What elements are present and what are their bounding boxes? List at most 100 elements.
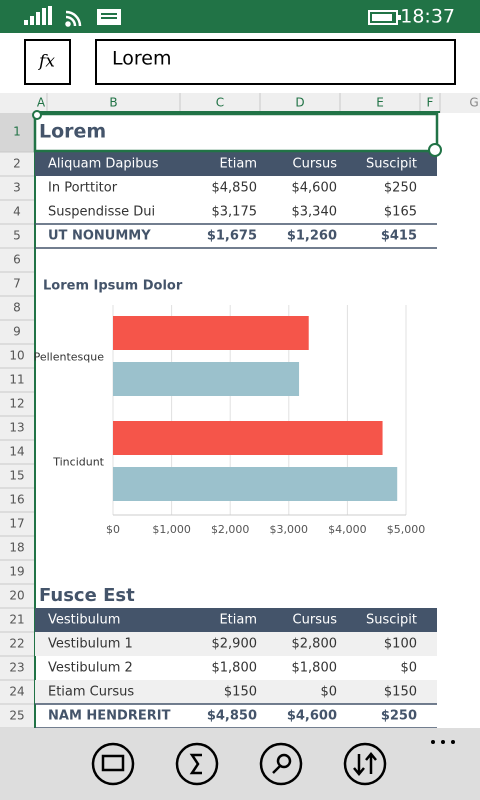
- cell: $4,850: [212, 181, 258, 196]
- cell: $250: [384, 181, 417, 196]
- bar: [113, 362, 300, 396]
- cell: $3,340: [292, 205, 338, 220]
- total-cell: NAM HENDRERIT: [48, 709, 171, 724]
- row-header: 8: [13, 301, 21, 315]
- function-button[interactable]: [24, 39, 71, 85]
- header-cell: Cursus: [293, 613, 338, 628]
- row-header: 13: [9, 421, 24, 435]
- row-header: 17: [9, 517, 24, 531]
- row-header: 4: [13, 205, 21, 219]
- cell: $1,800: [212, 661, 258, 676]
- total-cell: $1,675: [207, 229, 257, 244]
- sort-button[interactable]: [343, 742, 387, 786]
- row-header: 25: [9, 709, 24, 723]
- sheets-button[interactable]: [91, 742, 135, 786]
- selection-handle[interactable]: [428, 143, 442, 157]
- find-icon: [276, 753, 292, 769]
- column-header: G: [469, 96, 478, 110]
- bar: [113, 316, 309, 350]
- cell: $150: [384, 685, 417, 700]
- function-label: fx: [37, 52, 55, 72]
- sheets-icon: [101, 754, 125, 772]
- row-header: 1: [13, 125, 21, 139]
- autosum-button[interactable]: [175, 742, 219, 786]
- row-header: 18: [9, 541, 24, 555]
- header-cell: Suscipit: [366, 613, 417, 628]
- header-cell: Cursus: [293, 157, 338, 172]
- find-button[interactable]: [259, 742, 303, 786]
- total-cell: $4,850: [207, 709, 257, 724]
- selection-handle[interactable]: [32, 110, 42, 120]
- column-header: E: [376, 96, 384, 110]
- row-header: 14: [9, 445, 24, 459]
- row-header: 12: [9, 397, 24, 411]
- row-header: 7: [13, 277, 21, 291]
- cell: $2,900: [212, 637, 258, 652]
- column-header: C: [216, 96, 224, 110]
- row-header: 22: [9, 637, 24, 651]
- category-label: Tincidunt: [52, 456, 104, 469]
- row-band: [35, 680, 437, 704]
- x-tick-label: $3,000: [270, 523, 309, 536]
- row-header: 11: [9, 373, 24, 387]
- row-header: 2: [13, 157, 21, 171]
- cell: $2,800: [292, 637, 338, 652]
- more-button[interactable]: [431, 740, 455, 744]
- clock: 18:37: [400, 6, 455, 28]
- column-header: F: [427, 96, 434, 110]
- column-header: B: [109, 96, 117, 110]
- x-tick-label: $0: [106, 523, 120, 536]
- row-header: 24: [9, 685, 24, 699]
- category-label: Pellentesque: [34, 351, 105, 364]
- cell: $1,800: [292, 661, 338, 676]
- cell: Suspendisse Dui: [48, 205, 155, 220]
- x-tick-label: $5,000: [387, 523, 426, 536]
- row-header: 5: [13, 229, 21, 243]
- cell: $3,175: [212, 205, 258, 220]
- row-header: 16: [9, 493, 24, 507]
- row-header: 3: [13, 181, 21, 195]
- formula-value: Lorem: [112, 48, 171, 70]
- row-header: 21: [9, 613, 24, 627]
- total-cell: UT NONUMMY: [48, 229, 151, 244]
- selected-row-header: [0, 113, 35, 152]
- header-cell: Vestibulum: [48, 613, 120, 628]
- cell: Vestibulum 2: [48, 661, 133, 676]
- signal-icon: [24, 6, 52, 25]
- selected-cell: [33, 112, 439, 153]
- column-header: A: [37, 96, 46, 110]
- column-header: D: [295, 96, 304, 110]
- table-title: Fusce Est: [39, 585, 135, 606]
- row-header: 23: [9, 661, 24, 675]
- bar: [113, 421, 383, 455]
- row-header: 6: [13, 253, 21, 267]
- cell: $0: [320, 685, 337, 700]
- row-header: 15: [9, 469, 24, 483]
- sum-icon: [189, 753, 202, 775]
- cell: Vestibulum 1: [48, 637, 133, 652]
- formula-input[interactable]: [95, 39, 456, 85]
- sort-icon: [353, 752, 377, 776]
- battery-icon: [368, 10, 401, 25]
- x-tick-label: $2,000: [211, 523, 250, 536]
- row-header-bar: [0, 113, 35, 728]
- total-cell: $1,260: [287, 229, 337, 244]
- chart-title: Lorem Ipsum Dolor: [43, 279, 183, 294]
- cell: $0: [400, 661, 417, 676]
- cell: $150: [224, 685, 257, 700]
- cell: $4,600: [292, 181, 338, 196]
- table-header: [35, 608, 437, 632]
- cell: $165: [384, 205, 417, 220]
- row-header: 10: [9, 349, 24, 363]
- cell: Etiam Cursus: [48, 685, 134, 700]
- row-header: 9: [13, 325, 21, 339]
- header-cell: Etiam: [219, 157, 257, 172]
- row-band: [35, 632, 437, 656]
- total-cell: $415: [381, 229, 417, 244]
- message-icon: [97, 9, 121, 25]
- cell: In Porttitor: [48, 181, 118, 196]
- table-header: [35, 152, 437, 176]
- row-header: 19: [9, 565, 24, 579]
- header-cell: Suscipit: [366, 157, 417, 172]
